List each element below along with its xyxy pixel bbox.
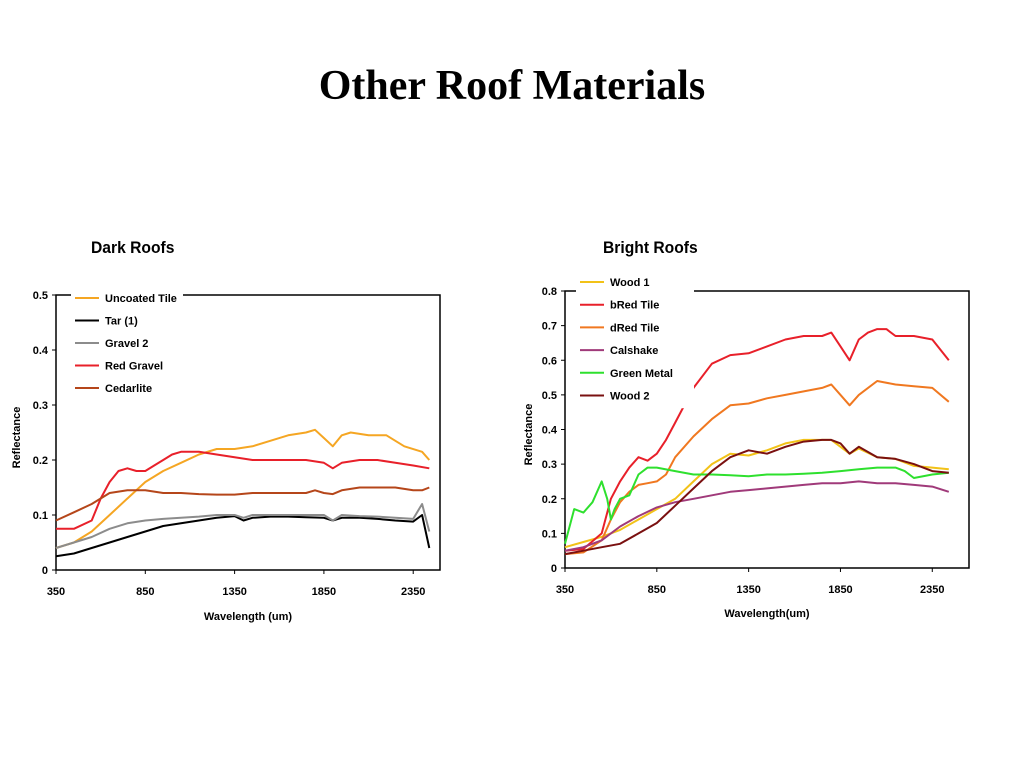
legend-label: Wood 2 bbox=[610, 391, 650, 403]
legend-label: Green Metal bbox=[610, 368, 673, 380]
y-tick-label: 0.4 bbox=[542, 425, 558, 437]
series-line-0 bbox=[55, 428, 431, 549]
series-line-1 bbox=[564, 328, 950, 552]
x-tick-label: 350 bbox=[47, 586, 65, 598]
y-tick-label: 0.2 bbox=[542, 494, 557, 506]
legend-label: Red Gravel bbox=[105, 361, 163, 373]
x-axis-label: Wavelength (um) bbox=[204, 611, 293, 623]
y-tick-label: 0.3 bbox=[33, 400, 48, 412]
legend-label: Calshake bbox=[610, 345, 658, 357]
x-tick-label: 1850 bbox=[312, 586, 336, 598]
y-tick-label: 0.6 bbox=[542, 355, 557, 367]
y-axis-label: Reflectance bbox=[523, 404, 535, 466]
series-line-3 bbox=[564, 480, 950, 552]
dark-roofs-chart-title: Dark Roofs bbox=[91, 238, 175, 257]
x-tick-label: 1350 bbox=[736, 584, 760, 596]
legend-label: Tar (1) bbox=[105, 316, 138, 328]
series-line-5 bbox=[564, 438, 949, 556]
y-tick-label: 0.1 bbox=[542, 528, 557, 540]
y-tick-label: 0.5 bbox=[33, 290, 48, 302]
y-tick-label: 0.7 bbox=[542, 321, 557, 333]
series-line-2 bbox=[55, 503, 431, 549]
x-tick-label: 2350 bbox=[401, 586, 425, 598]
legend-label: Wood 1 bbox=[610, 277, 650, 289]
y-tick-label: 0.2 bbox=[33, 455, 48, 467]
x-tick-label: 2350 bbox=[920, 584, 944, 596]
legend-label: dRed Tile bbox=[610, 322, 659, 334]
series-line-3 bbox=[56, 450, 430, 530]
y-tick-label: 0.1 bbox=[33, 510, 48, 522]
series-line-1 bbox=[55, 514, 431, 558]
legend-label: Gravel 2 bbox=[105, 338, 148, 350]
legend-box bbox=[576, 270, 694, 409]
x-tick-label: 350 bbox=[556, 584, 574, 596]
x-tick-label: 850 bbox=[136, 586, 154, 598]
y-tick-label: 0 bbox=[551, 563, 557, 575]
legend-label: Uncoated Tile bbox=[105, 293, 177, 305]
y-tick-label: 0.5 bbox=[542, 390, 557, 402]
series-line-4 bbox=[564, 466, 949, 545]
legend-label: Cedarlite bbox=[105, 383, 152, 395]
y-tick-label: 0.3 bbox=[542, 459, 557, 471]
y-tick-label: 0.4 bbox=[33, 345, 49, 357]
legend-label: bRed Tile bbox=[610, 300, 659, 312]
series-line-4 bbox=[55, 486, 430, 522]
x-tick-label: 850 bbox=[648, 584, 666, 596]
y-axis-label: Reflectance bbox=[11, 407, 23, 469]
bright-roofs-chart-title: Bright Roofs bbox=[603, 238, 698, 257]
x-tick-label: 1350 bbox=[222, 586, 246, 598]
series-line-0 bbox=[564, 438, 949, 549]
plot-frame bbox=[55, 294, 441, 571]
y-tick-label: 0.8 bbox=[542, 286, 557, 298]
x-tick-label: 1850 bbox=[828, 584, 852, 596]
page-title: Other Roof Materials bbox=[318, 63, 706, 109]
x-axis-label: Wavelength(um) bbox=[724, 608, 809, 620]
y-tick-label: 0 bbox=[42, 565, 48, 577]
